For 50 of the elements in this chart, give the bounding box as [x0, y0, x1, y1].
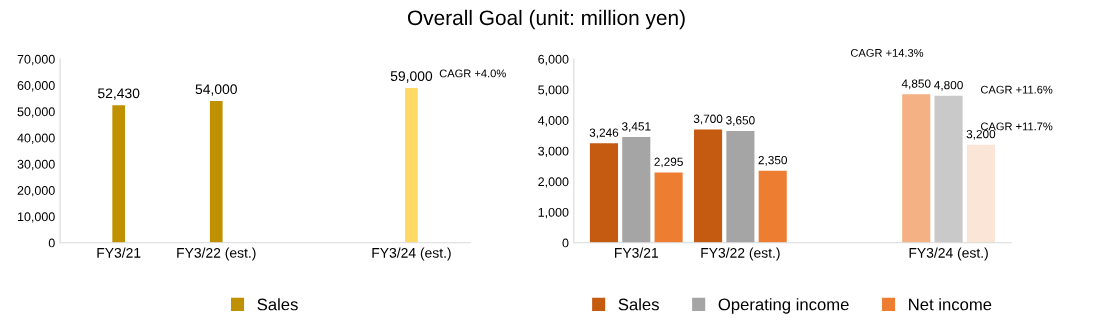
x-tick-label: FY3/22 (est.) — [177, 247, 256, 261]
y-tick-label: 5,000 — [538, 85, 569, 96]
y-tick-label: 50,000 — [17, 107, 55, 118]
data-label: 2,295 — [654, 157, 683, 168]
x-tick-label: FY3/21 — [615, 247, 658, 258]
y-tick-label: 4,000 — [537, 116, 569, 127]
data-label: 54,000 — [195, 84, 237, 96]
y-tick-label: 6,000 — [538, 54, 569, 66]
bar — [589, 143, 619, 243]
y-tick-label: 1,000 — [538, 207, 569, 219]
annotation: CAGR +11.7% — [980, 122, 1053, 131]
data-label: 4,800 — [934, 80, 963, 91]
x-tick-label: FY3/24 (est.) — [372, 247, 451, 261]
y-tick-label: 30,000 — [17, 159, 55, 171]
bar — [934, 95, 963, 243]
data-label: 4,850 — [901, 79, 931, 90]
bar — [694, 129, 723, 243]
y-tick-label: 2,000 — [538, 177, 569, 188]
data-label: 3,650 — [726, 116, 755, 126]
annotation: CAGR +11.6% — [980, 85, 1053, 94]
legend-label: Net income — [909, 298, 992, 311]
legend-label: Operating income — [718, 298, 849, 314]
bar — [966, 144, 995, 243]
y-tick-label: 40,000 — [17, 133, 55, 144]
text: CAGR +14.3% — [850, 48, 924, 57]
bar — [654, 172, 683, 243]
annotation: CAGR +4.0% — [439, 69, 506, 78]
data-label: 3,246 — [589, 128, 619, 139]
y-tick-label: 0 — [562, 238, 569, 248]
y-tick-label: 3,000 — [538, 146, 569, 158]
x-tick-label: FY3/21 — [97, 247, 141, 258]
y-tick-label: 70,000 — [17, 54, 55, 66]
legend-label: Sales — [618, 298, 659, 311]
y-tick-label: 20,000 — [17, 186, 55, 197]
data-label: 59,000 — [390, 71, 433, 83]
bar — [622, 137, 651, 243]
y-tick-label: 10,000 — [17, 212, 55, 223]
x-tick-label: FY3/24 (est.) — [909, 247, 988, 261]
y-tick-label: 60,000 — [17, 81, 55, 92]
bar — [758, 170, 787, 243]
y-tick-label: 0 — [48, 238, 55, 248]
data-label: 3,451 — [621, 122, 651, 132]
legend-label: Sales — [257, 298, 298, 311]
bar — [726, 130, 755, 243]
data-label: 2,350 — [758, 155, 788, 166]
x-tick-label: FY3/22 (est.) — [701, 247, 780, 261]
data-label: 52,430 — [97, 88, 140, 100]
text: Overall Goal (unit: million yen) — [407, 9, 685, 30]
bar — [902, 94, 931, 243]
data-label: 3,700 — [693, 114, 723, 125]
